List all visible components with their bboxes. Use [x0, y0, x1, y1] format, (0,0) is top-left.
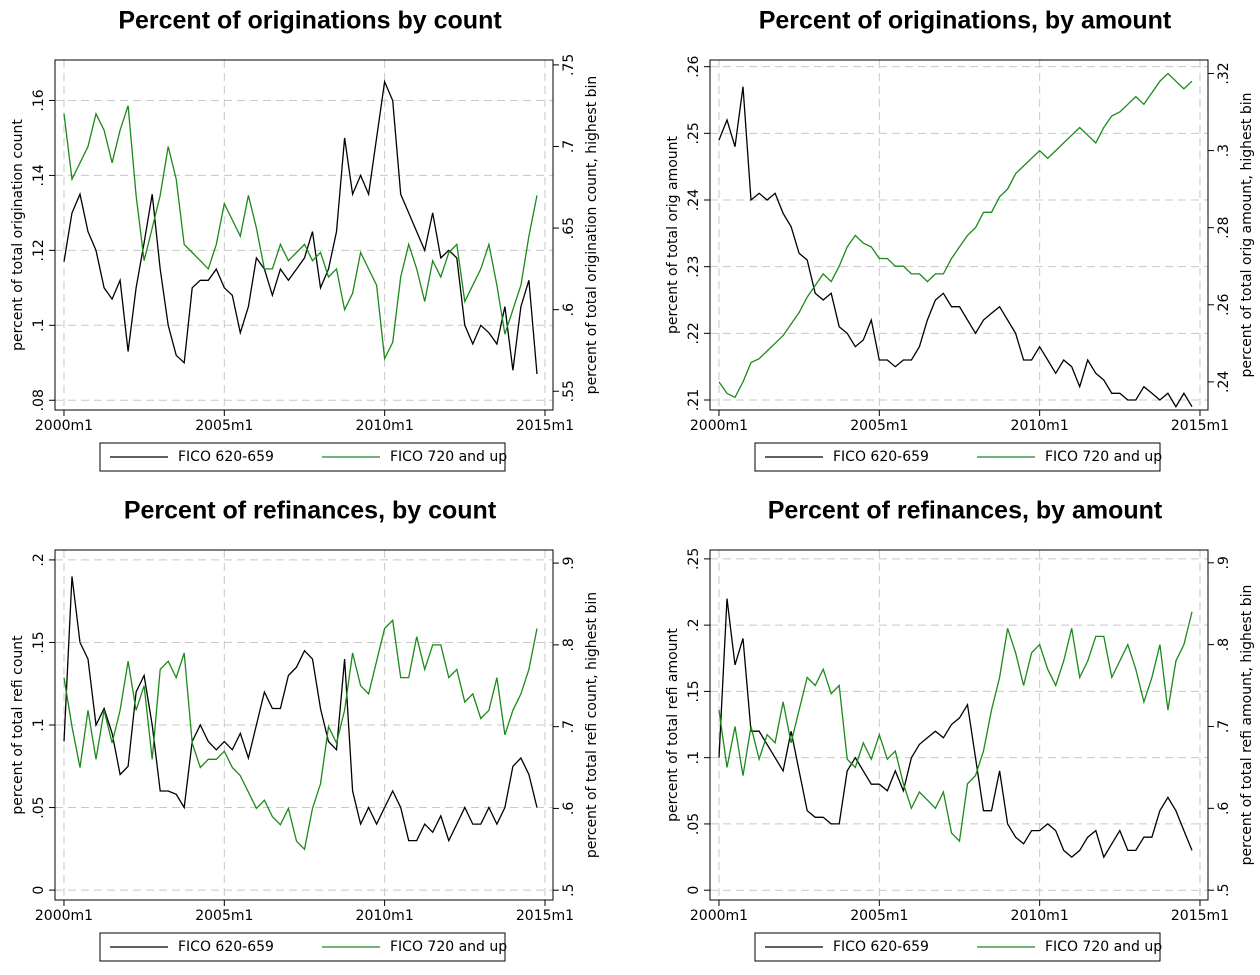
series-line: [718, 72, 1193, 399]
chart-panel: Percent of originations by count 2000m1 20…: [10, 7, 600, 472]
y-tick-label: .1: [31, 718, 47, 731]
x-tick-label: 2010m1: [1011, 418, 1069, 434]
x-tick-label: 2010m1: [356, 908, 414, 924]
y2-tick-label: .26: [1216, 294, 1232, 316]
y-axis-title: percent of total origination count: [10, 119, 26, 351]
y-tick-label: .12: [31, 239, 47, 261]
series-line: [63, 105, 538, 361]
chart-panel: Percent of originations, by amount 2000m1…: [665, 7, 1255, 472]
legend-label: FICO 620-659: [833, 939, 929, 955]
x-tick-label: 2000m1: [35, 418, 93, 434]
plot-frame: [709, 549, 1209, 901]
plot-frame: [54, 59, 554, 411]
y-tick-label: .05: [31, 796, 47, 818]
y-tick-label: .1: [686, 751, 702, 764]
legend-label: FICO 720 and up: [390, 939, 507, 955]
y2-tick-label: .6: [1216, 802, 1232, 815]
y2-tick-label: .24: [1216, 371, 1232, 393]
y-tick-label: .15: [31, 631, 47, 653]
chart-panel: Percent of refinances, by count 2000m1 200…: [10, 497, 600, 962]
series-line: [718, 86, 1193, 408]
y-tick-label: .1: [31, 319, 47, 332]
legend-label: FICO 620-659: [833, 449, 929, 465]
series-line: [63, 576, 538, 843]
y2-tick-label: .7: [561, 720, 577, 733]
y2-tick-label: .65: [561, 217, 577, 239]
chart-title: Percent of originations by count: [118, 7, 502, 35]
y2-axis-title: percent of total origination count, high…: [584, 76, 600, 395]
y-tick-label: .24: [686, 189, 702, 211]
y-tick-label: .22: [686, 322, 702, 344]
y-tick-label: 0: [686, 886, 702, 895]
legend-label: FICO 720 and up: [1045, 939, 1162, 955]
y2-tick-label: .8: [561, 638, 577, 651]
y2-axis-title: percent of total refi amount, highest bi…: [1239, 585, 1255, 866]
x-tick-label: 2000m1: [690, 418, 748, 434]
y-tick-label: .2: [31, 553, 47, 566]
legend-label: FICO 720 and up: [1045, 449, 1162, 465]
y-tick-label: .14: [31, 164, 47, 186]
y2-tick-label: .6: [561, 303, 577, 316]
x-tick-label: 2015m1: [516, 418, 574, 434]
y2-tick-label: .7: [1216, 720, 1232, 733]
y2-tick-label: .6: [561, 802, 577, 815]
y-tick-label: .16: [31, 89, 47, 111]
legend-label: FICO 720 and up: [390, 449, 507, 465]
x-tick-label: 2015m1: [1171, 418, 1229, 434]
x-tick-label: 2010m1: [356, 418, 414, 434]
y2-tick-label: .7: [561, 140, 577, 153]
y2-tick-label: .32: [1216, 62, 1232, 84]
series-line: [718, 598, 1193, 859]
legend-box: [99, 932, 506, 962]
chart-title: Percent of refinances, by count: [124, 497, 497, 525]
x-tick-label: 2005m1: [195, 908, 253, 924]
chart-panel: Percent of refinances, by amount 2000m1 20…: [665, 497, 1255, 962]
y2-tick-label: .75: [561, 54, 577, 76]
y-axis-title: percent of total refi amount: [665, 628, 681, 822]
x-tick-label: 2005m1: [850, 418, 908, 434]
y2-axis-title: percent of total orig amount, highest bi…: [1239, 93, 1255, 378]
series-line: [63, 618, 538, 851]
y-tick-label: .15: [686, 680, 702, 702]
series-line: [63, 79, 538, 375]
x-tick-label: 2005m1: [850, 908, 908, 924]
y2-tick-label: .5: [1216, 883, 1232, 896]
y-tick-label: .05: [686, 813, 702, 835]
plot-frame: [54, 549, 554, 901]
x-tick-label: 2015m1: [516, 908, 574, 924]
y-tick-label: .25: [686, 122, 702, 144]
y2-tick-label: .3: [1216, 144, 1232, 157]
y2-axis-title: percent of total refi count, highest bin: [584, 592, 600, 858]
plot-frame: [709, 59, 1209, 411]
chart-title: Percent of originations, by amount: [759, 7, 1172, 35]
y-tick-label: .21: [686, 389, 702, 411]
legend-label: FICO 620-659: [178, 939, 274, 955]
x-tick-label: 2015m1: [1171, 908, 1229, 924]
y2-tick-label: .9: [1216, 556, 1232, 569]
y-tick-label: .23: [686, 256, 702, 278]
y2-tick-label: .28: [1216, 217, 1232, 239]
y-axis-title: percent of total orig amount: [665, 135, 681, 334]
y-tick-label: .2: [686, 618, 702, 631]
y2-tick-label: .55: [561, 380, 577, 402]
y-tick-label: .26: [686, 55, 702, 77]
x-tick-label: 2000m1: [35, 908, 93, 924]
y-tick-label: .25: [686, 548, 702, 570]
x-tick-label: 2000m1: [690, 908, 748, 924]
chart-title: Percent of refinances, by amount: [768, 497, 1163, 525]
y2-tick-label: .5: [561, 884, 577, 897]
y-axis-title: percent of total refi count: [10, 635, 26, 815]
y2-tick-label: .8: [1216, 638, 1232, 651]
x-tick-label: 2005m1: [195, 418, 253, 434]
y-tick-label: 0: [31, 886, 47, 895]
series-line: [718, 611, 1193, 843]
y2-tick-label: .9: [561, 556, 577, 569]
x-tick-label: 2010m1: [1011, 908, 1069, 924]
legend-label: FICO 620-659: [178, 449, 274, 465]
y-tick-label: .08: [31, 389, 47, 411]
